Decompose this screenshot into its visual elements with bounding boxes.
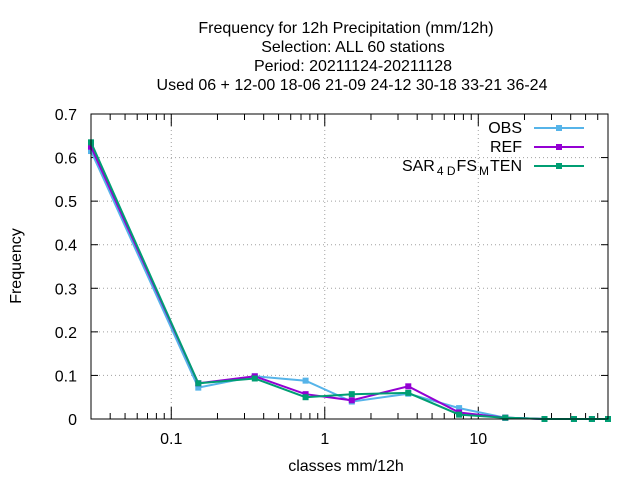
title-line-2: Selection: ALL 60 stations <box>261 39 445 56</box>
title-line-1: Frequency for 12h Precipitation (mm/12h) <box>198 20 493 37</box>
x-tick-label: 10 <box>469 431 487 448</box>
data-point-0 <box>195 384 202 391</box>
data-point-1 <box>405 383 412 390</box>
data-point-2 <box>302 394 309 401</box>
grid-lines <box>91 114 608 419</box>
title-line-3: Period: 20211124-20211128 <box>254 58 452 75</box>
data-point-2 <box>348 391 355 398</box>
legend-marker-ref <box>556 144 562 150</box>
y-axis: 0 0.1 0.2 0.3 0.4 0.5 0.6 0.7 <box>55 107 608 429</box>
legend-label-sar: SAR 4 DFS MTEN <box>402 158 522 178</box>
legend: OBS REF SAR 4 DFS MTEN <box>402 120 584 178</box>
series-line-2 <box>90 141 608 420</box>
y-tick-label: 0.2 <box>55 325 77 342</box>
title-line-4: Used 06 + 12-00 18-06 21-09 24-12 30-18 … <box>157 77 548 94</box>
data-point-2 <box>195 380 202 387</box>
y-tick-label: 0.5 <box>55 194 77 211</box>
legend-label-ref: REF <box>490 139 522 156</box>
plot-border <box>90 113 609 420</box>
series-line-0 <box>90 150 608 420</box>
data-point-2 <box>405 389 412 396</box>
y-axis-label: Frequency <box>8 228 25 304</box>
y-tick-label: 0.7 <box>55 107 77 124</box>
data-point-1 <box>302 391 309 398</box>
y-tick-label: 0.4 <box>55 238 77 255</box>
data-point-0 <box>302 377 309 384</box>
data-point-2 <box>502 414 509 421</box>
minor-ticks <box>109 114 599 419</box>
y-tick-label: 0.6 <box>55 151 77 168</box>
series-line-1 <box>90 146 608 420</box>
y-tick-label: 0 <box>68 412 77 429</box>
x-tick-label: 1 <box>320 431 329 448</box>
y-tick-label: 0.3 <box>55 281 77 298</box>
legend-marker-obs <box>556 125 562 131</box>
chart-title: Frequency for 12h Precipitation (mm/12h)… <box>157 20 548 94</box>
legend-marker-sar <box>556 163 562 169</box>
data-point-1 <box>348 397 355 404</box>
series-layer <box>88 139 611 422</box>
y-tick-label: 0.1 <box>55 368 77 385</box>
x-axis-label: classes mm/12h <box>288 458 404 475</box>
data-point-2 <box>456 411 463 418</box>
data-point-2 <box>251 375 258 382</box>
x-tick-label: 0.1 <box>160 431 182 448</box>
data-point-0 <box>456 405 463 412</box>
legend-label-obs: OBS <box>488 120 522 137</box>
x-axis: 0.1 1 10 <box>160 114 487 448</box>
